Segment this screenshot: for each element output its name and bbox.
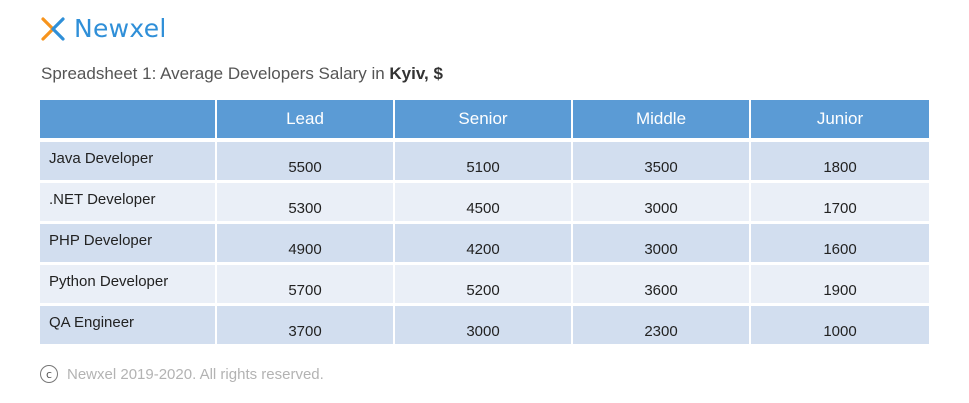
copyright-text: Newxel 2019-2020. All rights reserved. [67,365,324,383]
table-row: .NET Developer 5300 4500 3000 1700 [40,180,929,221]
salary-table: Lead Senior Middle Junior Java Developer… [40,100,929,344]
salary-cell: 5700 [217,262,395,303]
salary-cell: 4200 [395,221,573,262]
newxel-x-icon [41,16,65,41]
table-row: Java Developer 5500 5100 3500 1800 [40,138,929,180]
row-label: Java Developer [40,138,217,180]
header-cell-middle: Middle [573,100,751,138]
table-caption: Spreadsheet 1: Average Developers Salary… [41,64,443,84]
newxel-logo: Newxel [40,14,167,43]
header-cell-junior: Junior [751,100,929,138]
salary-cell: 4500 [395,180,573,221]
table-row: QA Engineer 3700 3000 2300 1000 [40,303,929,344]
salary-cell: 2300 [573,303,751,344]
salary-cell: 3500 [573,138,751,180]
table-header-row: Lead Senior Middle Junior [40,100,929,138]
row-label: Python Developer [40,262,217,303]
salary-cell: 5500 [217,138,395,180]
brand-name: Newxel [74,14,167,43]
copyright-notice: c Newxel 2019-2020. All rights reserved. [40,365,324,383]
salary-cell: 3000 [573,221,751,262]
copyright-icon: c [40,365,58,383]
salary-cell: 1700 [751,180,929,221]
caption-prefix: Spreadsheet 1: Average Developers Salary… [41,64,390,83]
salary-cell: 1900 [751,262,929,303]
salary-cell: 1800 [751,138,929,180]
salary-cell: 3700 [217,303,395,344]
header-cell-role [40,100,217,138]
table-row: Python Developer 5700 5200 3600 1900 [40,262,929,303]
row-label: PHP Developer [40,221,217,262]
salary-cell: 5200 [395,262,573,303]
salary-cell: 5100 [395,138,573,180]
salary-cell: 3600 [573,262,751,303]
header-cell-lead: Lead [217,100,395,138]
salary-cell: 5300 [217,180,395,221]
salary-cell: 3000 [573,180,751,221]
row-label: .NET Developer [40,180,217,221]
salary-cell: 3000 [395,303,573,344]
caption-location: Kyiv, $ [389,64,443,83]
salary-cell: 4900 [217,221,395,262]
salary-cell: 1600 [751,221,929,262]
header-cell-senior: Senior [395,100,573,138]
salary-cell: 1000 [751,303,929,344]
table-row: PHP Developer 4900 4200 3000 1600 [40,221,929,262]
row-label: QA Engineer [40,303,217,344]
